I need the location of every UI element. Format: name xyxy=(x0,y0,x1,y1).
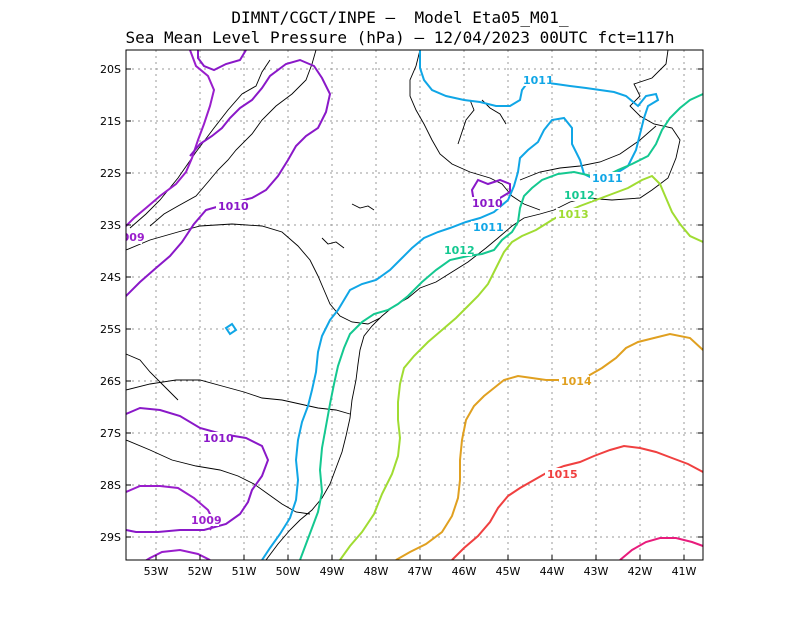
label-1011-c: 1011 xyxy=(473,221,504,234)
lon-label: 48W xyxy=(364,565,389,578)
lon-label: 52W xyxy=(188,565,213,578)
lon-label: 50W xyxy=(276,565,301,578)
label-1009-b: 1009 xyxy=(114,231,145,244)
lon-label: 43W xyxy=(584,565,609,578)
contour-1009-topleft xyxy=(126,50,216,227)
lat-label: 22S xyxy=(100,167,121,180)
label-1009-a: 1009 xyxy=(191,514,222,527)
contour-1010-upper xyxy=(126,58,332,297)
state-border-mg-es xyxy=(519,125,657,181)
lon-label: 42W xyxy=(628,565,653,578)
contour-1010-topright xyxy=(197,50,247,72)
state-border-sc-rs xyxy=(126,439,311,515)
label-1013: 1013 xyxy=(558,208,589,221)
lake-river-sp xyxy=(457,99,475,145)
lat-labels: 20S 21S 22S 23S 24S 25S 26S 27S 28S 29S xyxy=(100,63,121,544)
map-frame xyxy=(125,49,704,561)
contour-1011-small xyxy=(224,322,238,336)
state-border-mg-sp xyxy=(149,50,317,227)
coastline-and-borders xyxy=(126,50,681,560)
contour-labels: 1010 1010 1010 1009 1009 1011 1011 1011 … xyxy=(114,74,623,527)
reservoir-1 xyxy=(351,203,375,211)
lon-label: 47W xyxy=(408,565,433,578)
lon-label: 51W xyxy=(232,565,257,578)
label-1011-b: 1011 xyxy=(592,172,623,185)
lat-label: 27S xyxy=(100,427,121,440)
label-1011-a: 1011 xyxy=(523,74,554,87)
contour-1016 xyxy=(619,537,703,560)
lon-label: 46W xyxy=(452,565,477,578)
contour-1015 xyxy=(451,444,703,560)
lat-label: 29S xyxy=(100,531,121,544)
state-border-pr-sc xyxy=(126,379,351,415)
lat-label: 24S xyxy=(100,271,121,284)
contour-1013 xyxy=(339,174,703,560)
map-title-line2: Sea Mean Level Pressure (hPa) – 12/04/20… xyxy=(125,28,675,47)
state-border-sp-pr xyxy=(126,223,381,325)
state-border-ms-sp xyxy=(129,59,271,229)
contour-1014 xyxy=(395,332,703,560)
contour-1009-topleft2 xyxy=(126,238,127,240)
lon-ticks xyxy=(155,555,685,560)
label-1010-b: 1010 xyxy=(472,197,503,210)
lon-label: 49W xyxy=(320,565,345,578)
lat-label: 28S xyxy=(100,479,121,492)
lat-label: 23S xyxy=(100,219,121,232)
international-border xyxy=(126,353,179,401)
reservoir-2 xyxy=(321,237,345,249)
pressure-contours xyxy=(126,50,703,560)
coastline xyxy=(265,50,681,560)
lat-ticks xyxy=(126,68,703,538)
lat-label: 26S xyxy=(100,375,121,388)
lat-label: 25S xyxy=(100,323,121,336)
contour-1010-lower xyxy=(126,406,270,533)
label-1010-c: 1010 xyxy=(203,432,234,445)
label-1010-a: 1010 xyxy=(218,200,249,213)
map-title-line1: DIMNT/CGCT/INPE – Model Eta05_M01_ xyxy=(231,8,569,27)
label-1014: 1014 xyxy=(561,375,592,388)
lon-label: 53W xyxy=(144,565,169,578)
label-1012-a: 1012 xyxy=(564,189,595,202)
lon-labels: 53W 52W 51W 50W 49W 48W 47W 46W 45W 44W … xyxy=(144,565,697,578)
lat-label: 21S xyxy=(100,115,121,128)
contour-1009-bottom xyxy=(144,548,211,560)
gridlines xyxy=(126,50,703,560)
contour-1012 xyxy=(299,93,703,560)
label-1012-b: 1012 xyxy=(444,244,475,257)
lon-label: 44W xyxy=(540,565,565,578)
label-1015: 1015 xyxy=(547,468,578,481)
lat-label: 20S xyxy=(100,63,121,76)
lon-label: 45W xyxy=(496,565,521,578)
lon-label: 41W xyxy=(672,565,697,578)
